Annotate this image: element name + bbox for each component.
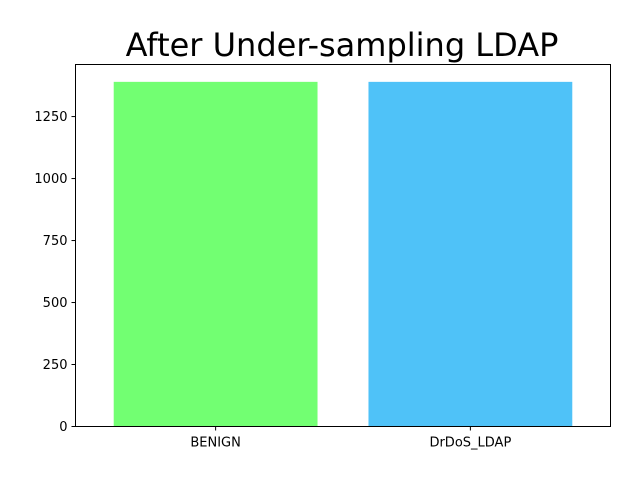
y-tick-label: 500 xyxy=(43,296,68,311)
plot-frame xyxy=(75,64,611,427)
x-tick-label: BENIGN xyxy=(190,436,241,451)
y-tick-label: 1000 xyxy=(34,172,67,187)
y-tick-label: 250 xyxy=(43,358,68,373)
bar-drdos-ldap xyxy=(368,81,573,427)
y-tick-label: 750 xyxy=(43,234,68,249)
y-tick-label: 1250 xyxy=(34,110,67,125)
y-axis: 0 250 500 750 1000 1250 xyxy=(34,110,76,435)
bar-benign xyxy=(113,81,318,427)
bars-group xyxy=(113,81,573,427)
y-tick-label: 0 xyxy=(59,420,67,435)
chart-title: After Under-sampling LDAP xyxy=(126,26,559,64)
x-tick-label: DrDoS_LDAP xyxy=(429,436,511,451)
x-axis: BENIGN DrDoS_LDAP xyxy=(190,426,511,451)
